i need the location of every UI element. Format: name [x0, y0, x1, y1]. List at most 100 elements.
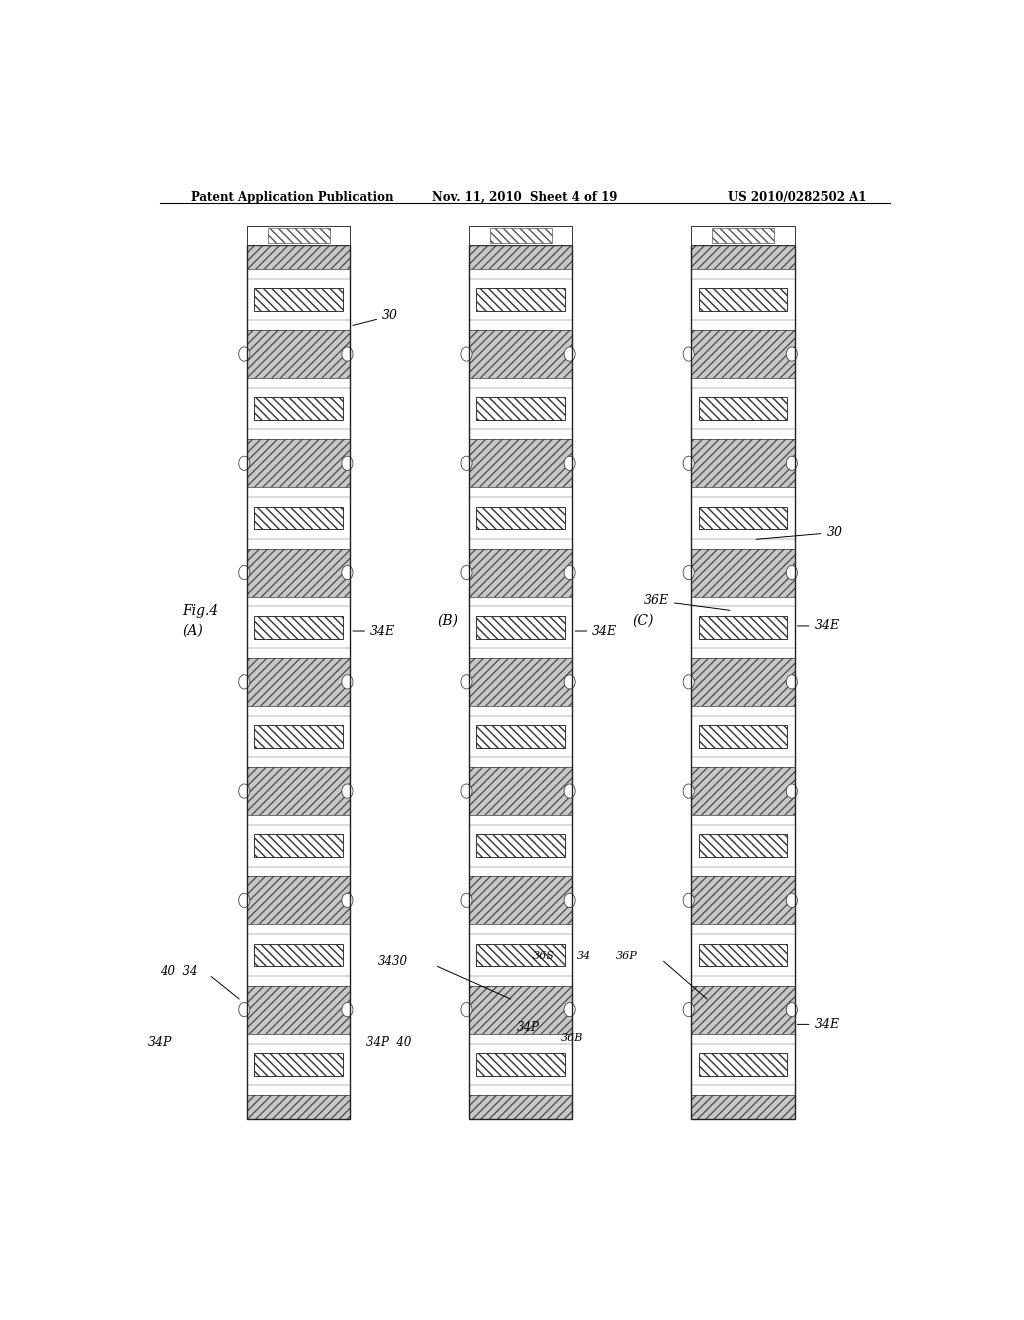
Circle shape — [461, 894, 472, 907]
Circle shape — [239, 457, 250, 470]
Bar — [247, 354, 350, 463]
Circle shape — [564, 1002, 575, 1016]
Bar — [254, 288, 343, 310]
Circle shape — [683, 894, 694, 907]
Bar — [469, 1010, 572, 1034]
Bar — [469, 354, 572, 378]
Bar — [691, 539, 795, 549]
Circle shape — [461, 457, 472, 470]
Bar — [247, 715, 350, 758]
Bar — [247, 648, 350, 657]
Bar — [247, 539, 350, 549]
Bar — [267, 228, 330, 243]
Bar — [247, 876, 350, 900]
Bar — [698, 834, 787, 857]
Bar — [469, 378, 572, 388]
Bar — [247, 791, 350, 816]
Bar — [691, 866, 795, 876]
Bar — [469, 924, 572, 935]
Bar — [691, 597, 795, 606]
Bar — [254, 834, 343, 857]
Bar — [691, 758, 795, 767]
Bar — [254, 616, 343, 639]
Bar — [691, 1010, 795, 1034]
Bar — [469, 606, 572, 648]
Circle shape — [786, 565, 798, 579]
Bar — [691, 321, 795, 330]
Bar — [247, 975, 350, 986]
Bar — [247, 269, 350, 279]
Bar — [698, 944, 787, 966]
Bar — [247, 463, 350, 487]
Bar — [254, 397, 343, 420]
Bar — [698, 616, 787, 639]
Bar — [691, 463, 795, 487]
Text: 34E: 34E — [575, 624, 617, 638]
Bar — [691, 900, 795, 1010]
Bar — [469, 440, 572, 463]
Circle shape — [786, 1002, 798, 1016]
Text: 40  34: 40 34 — [160, 965, 198, 978]
Bar — [247, 573, 350, 682]
Bar — [469, 682, 572, 706]
Circle shape — [683, 784, 694, 799]
Bar — [247, 463, 350, 573]
Bar — [247, 682, 350, 791]
Bar — [247, 767, 350, 791]
Bar — [469, 487, 572, 498]
Bar — [712, 228, 774, 243]
Bar — [254, 725, 343, 748]
Circle shape — [461, 347, 472, 362]
Bar — [691, 1085, 795, 1094]
Circle shape — [342, 675, 353, 689]
Bar — [247, 330, 350, 354]
Bar — [691, 463, 795, 573]
Text: Patent Application Publication: Patent Application Publication — [191, 191, 394, 203]
Circle shape — [342, 457, 353, 470]
Circle shape — [786, 894, 798, 907]
Bar — [469, 935, 572, 975]
Bar — [691, 440, 795, 463]
Bar — [247, 1094, 350, 1119]
Bar — [469, 573, 572, 682]
Bar — [691, 549, 795, 573]
Circle shape — [564, 894, 575, 907]
Bar — [247, 606, 350, 648]
Bar — [469, 791, 572, 816]
Bar — [247, 1085, 350, 1094]
Circle shape — [461, 675, 472, 689]
Bar — [476, 1053, 565, 1076]
Bar — [476, 616, 565, 639]
Bar — [691, 935, 795, 975]
Bar — [698, 725, 787, 748]
Bar — [691, 900, 795, 924]
Bar — [469, 900, 572, 924]
Text: 34: 34 — [577, 952, 591, 961]
Circle shape — [461, 784, 472, 799]
Bar — [247, 244, 350, 269]
Circle shape — [564, 565, 575, 579]
Bar — [469, 549, 572, 573]
Bar — [698, 1053, 787, 1076]
Circle shape — [239, 784, 250, 799]
Bar — [691, 606, 795, 648]
Bar — [247, 825, 350, 866]
Circle shape — [461, 565, 472, 579]
Bar — [247, 657, 350, 682]
Bar — [247, 549, 350, 573]
Circle shape — [342, 347, 353, 362]
Bar — [691, 791, 795, 900]
Bar — [691, 244, 795, 269]
Bar — [476, 725, 565, 748]
Bar — [469, 1094, 572, 1119]
Bar — [691, 279, 795, 321]
Bar — [691, 573, 795, 682]
Bar — [476, 288, 565, 310]
Bar — [691, 682, 795, 791]
Text: (A): (A) — [182, 624, 203, 638]
Bar — [247, 682, 350, 706]
Bar — [489, 228, 552, 243]
Bar — [476, 834, 565, 857]
Bar — [469, 975, 572, 986]
Bar — [469, 1044, 572, 1085]
